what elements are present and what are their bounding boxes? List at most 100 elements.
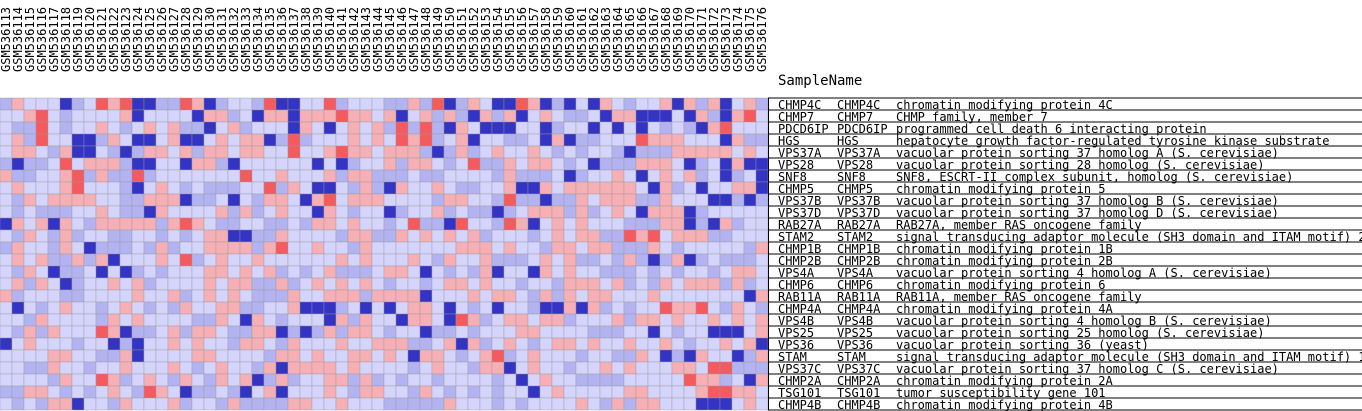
heatmap-cell (83, 349, 97, 363)
heatmap-cell (719, 289, 733, 303)
heatmap-cell (359, 265, 373, 279)
heatmap-cell (455, 181, 469, 195)
heatmap-cell (419, 361, 433, 375)
heatmap-cell (311, 325, 325, 339)
heatmap-cell (719, 145, 733, 159)
sample-label: GSM536155 (503, 7, 517, 72)
heatmap-cell (299, 169, 313, 183)
heatmap-cell (419, 373, 433, 387)
heatmap-cell (131, 277, 145, 291)
heatmap-cell (311, 373, 325, 387)
heatmap-cell (35, 361, 49, 375)
heatmap-cell (503, 157, 517, 171)
heatmap-cell (671, 217, 685, 231)
row-description-label: SNF8, ESCRT-II complex subunit, homolog … (896, 170, 1293, 184)
row-probe-label: VPS25 (778, 326, 814, 340)
row-symbol-label: VPS37D (837, 206, 880, 220)
heatmap-cell (323, 337, 337, 351)
heatmap-cell (239, 241, 253, 255)
heatmap-cell (203, 325, 217, 339)
heatmap-cell (131, 397, 145, 411)
heatmap-cell (347, 145, 361, 159)
heatmap-cell (287, 289, 301, 303)
heatmap-cell (443, 205, 457, 219)
heatmap-cell (731, 181, 745, 195)
heatmap-cell (383, 241, 397, 255)
heatmap-cell (71, 157, 85, 171)
heatmap-cell (527, 205, 541, 219)
heatmap-cell (407, 241, 421, 255)
heatmap-cell (323, 205, 337, 219)
heatmap-cell (227, 217, 241, 231)
heatmap-cell (179, 193, 193, 207)
heatmap-cell (131, 349, 145, 363)
heatmap-cell (167, 337, 181, 351)
heatmap-cell (743, 205, 757, 219)
heatmap-cell (311, 337, 325, 351)
heatmap-cell (623, 229, 637, 243)
heatmap-cell (719, 373, 733, 387)
heatmap-cell (347, 325, 361, 339)
heatmap-cell (0, 121, 13, 135)
heatmap-cell (47, 325, 61, 339)
heatmap-cell (11, 205, 25, 219)
heatmap-cell (623, 277, 637, 291)
heatmap-cell (287, 133, 301, 147)
heatmap-cell (335, 169, 349, 183)
heatmap-cell (755, 253, 769, 267)
heatmap-cell (407, 337, 421, 351)
heatmap-cell (587, 205, 601, 219)
heatmap-cell (59, 169, 73, 183)
heatmap-cell (383, 301, 397, 315)
row-probe-label: CHMP2B (778, 254, 821, 268)
heatmap-cell (167, 361, 181, 375)
heatmap-cell (227, 121, 241, 135)
sample-label: GSM536130 (203, 7, 217, 72)
heatmap-cell (83, 361, 97, 375)
heatmap-cell (599, 277, 613, 291)
heatmap-cell (323, 181, 337, 195)
row-symbol-label: VPS28 (837, 158, 873, 172)
heatmap-cell (359, 349, 373, 363)
heatmap-cell (683, 361, 697, 375)
heatmap-cell (395, 253, 409, 267)
heatmap-cell (575, 373, 589, 387)
heatmap-cell (635, 385, 649, 399)
heatmap-cell (347, 349, 361, 363)
heatmap-cell (323, 133, 337, 147)
row-probe-label: TSG101 (778, 386, 821, 400)
heatmap-cell (191, 241, 205, 255)
heatmap-cell (407, 121, 421, 135)
heatmap-cell (431, 229, 445, 243)
heatmap-cell (395, 301, 409, 315)
heatmap-cell (503, 301, 517, 315)
heatmap-cell (227, 97, 241, 111)
heatmap-cell (335, 313, 349, 327)
heatmap-cell (227, 193, 241, 207)
heatmap-cell (683, 325, 697, 339)
heatmap-cell (131, 289, 145, 303)
heatmap-cell (107, 97, 121, 111)
row-description-label: chromatin modifying protein 4B (896, 398, 1113, 411)
heatmap-cell (131, 325, 145, 339)
heatmap-cell (191, 325, 205, 339)
heatmap-cell (467, 289, 481, 303)
heatmap-cell (587, 109, 601, 123)
heatmap-cell (287, 349, 301, 363)
heatmap-cell (395, 229, 409, 243)
heatmap-cell (443, 301, 457, 315)
heatmap-cell (275, 253, 289, 267)
heatmap-cell (335, 349, 349, 363)
row-description-label: chromatin modifying protein 6 (896, 278, 1106, 292)
heatmap-cell (83, 289, 97, 303)
heatmap-cell (155, 241, 169, 255)
heatmap-cell (659, 361, 673, 375)
heatmap-cell (131, 97, 145, 111)
heatmap-cell (491, 361, 505, 375)
heatmap-cell (119, 157, 133, 171)
heatmap-cell (0, 241, 13, 255)
heatmap-cell (35, 229, 49, 243)
heatmap-cell (611, 397, 625, 411)
heatmap-cell (119, 193, 133, 207)
heatmap-cell (347, 109, 361, 123)
